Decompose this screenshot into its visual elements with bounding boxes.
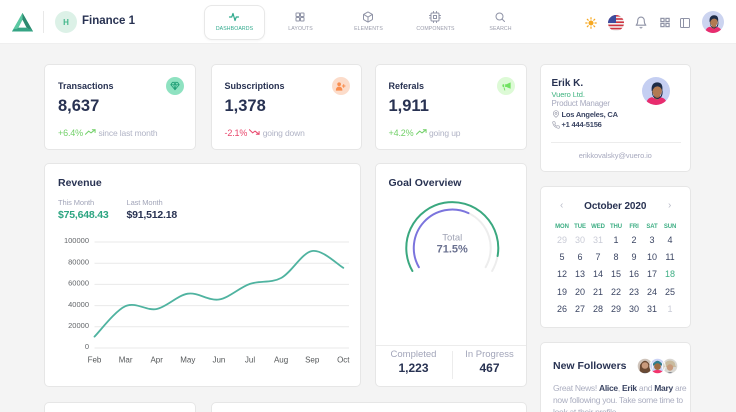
svg-text:80000: 80000 bbox=[68, 257, 89, 266]
svg-text:Total: Total bbox=[442, 233, 462, 244]
svg-text:May: May bbox=[180, 356, 195, 365]
svg-text:60000: 60000 bbox=[68, 279, 89, 288]
svg-text:Jul: Jul bbox=[245, 356, 255, 365]
svg-text:0: 0 bbox=[85, 342, 89, 351]
svg-text:Apr: Apr bbox=[150, 356, 163, 365]
svg-text:Sep: Sep bbox=[305, 356, 320, 365]
svg-text:20000: 20000 bbox=[68, 321, 89, 330]
svg-text:Oct: Oct bbox=[337, 356, 350, 365]
svg-text:Feb: Feb bbox=[88, 356, 102, 365]
svg-text:100000: 100000 bbox=[64, 236, 89, 245]
svg-text:Mar: Mar bbox=[119, 356, 133, 365]
svg-text:40000: 40000 bbox=[68, 300, 89, 309]
svg-text:71.5%: 71.5% bbox=[436, 244, 467, 256]
svg-text:Jun: Jun bbox=[212, 356, 225, 365]
svg-text:Aug: Aug bbox=[274, 356, 288, 365]
